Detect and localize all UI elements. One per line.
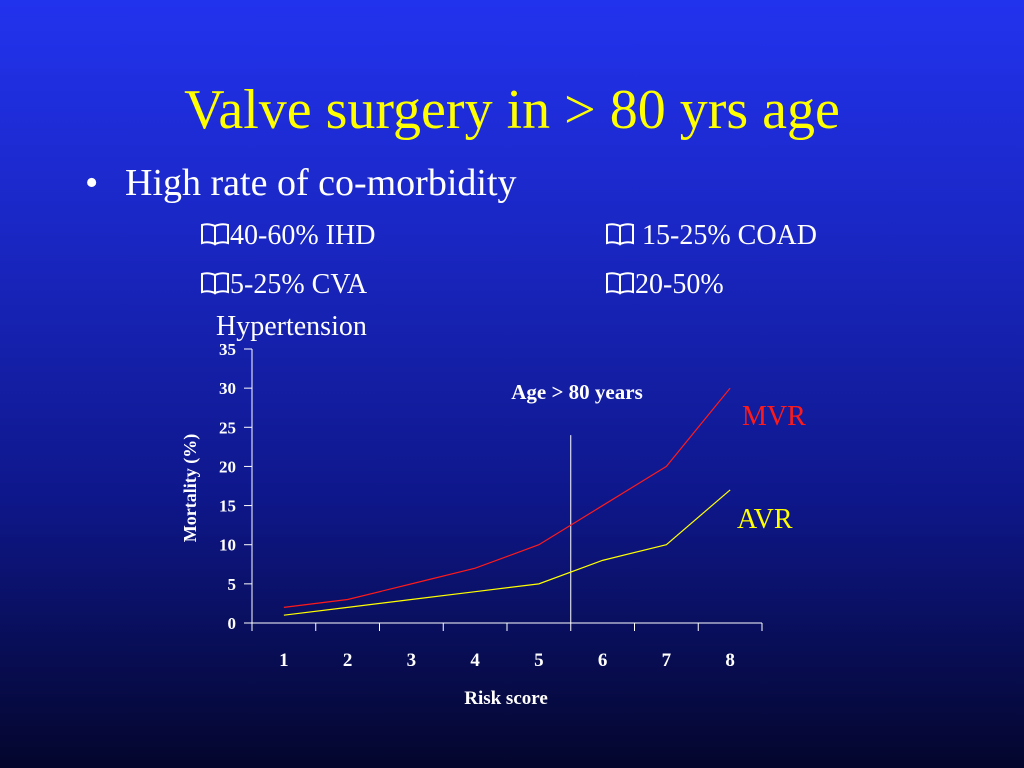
comorbidity-coad: 15-25% COAD [605,219,817,253]
comorbidity-cva: 5-25% CVA [200,268,367,302]
x-tick-label: 1 [279,650,289,671]
x-tick-label: 7 [662,650,672,671]
chart-axes [244,348,763,631]
bullet-text: High rate of co-morbidity [125,162,517,204]
y-tick-label: 10 [219,536,236,555]
x-tick-label: 5 [534,650,544,671]
y-tick-label: 30 [219,379,236,398]
x-tick-label: 6 [598,650,608,671]
legend-mvr: MVR [742,401,806,432]
comorbidity-cva-text: 5-25% CVA [230,269,368,300]
y-tick-label: 0 [228,614,237,633]
comorbidity-hypertension-text: 20-50% [635,269,724,300]
slide-title: Valve surgery in > 80 yrs age [184,79,840,141]
series-lines [283,387,731,623]
y-tick-label: 20 [219,457,236,476]
comorbidity-coad-text: 15-25% COAD [642,220,817,251]
bullet-item: • High rate of co-morbidity [85,160,517,206]
book-icon [606,223,634,246]
x-tick-label: 8 [725,650,735,671]
bullet-dot: • [85,162,99,204]
y-tick-label: 35 [219,340,236,359]
chart-labels: Mortality (%) Risk score Age > 80 years … [180,380,806,709]
comorbidity-ihd-text: 40-60% IHD [230,220,376,251]
series-line-mvr [283,387,731,608]
book-icon [201,272,229,295]
book-icon [606,272,634,295]
y-tick-label: 5 [228,575,237,594]
y-axis-label: Mortality (%) [180,434,201,542]
y-tick-labels: 0 5 10 15 20 25 30 35 [219,340,236,633]
x-tick-label: 4 [470,650,480,671]
book-icon [201,223,229,246]
x-tick-labels: 1 2 3 4 5 6 7 8 [279,650,735,671]
chart-annotation: Age > 80 years [511,380,643,404]
comorbidity-hypertension: 20-50% [605,268,724,302]
x-tick-label: 2 [343,650,353,671]
series-line-avr [283,489,731,616]
comorbidity-ihd: 40-60% IHD [200,219,375,253]
y-tick-label: 25 [219,418,236,437]
x-tick-label: 3 [407,650,417,671]
y-tick-label: 15 [219,497,236,516]
comorbidity-hypertension-label: Hypertension [216,311,367,342]
legend-avr: AVR [737,504,793,535]
x-axis-label: Risk score [464,688,548,709]
